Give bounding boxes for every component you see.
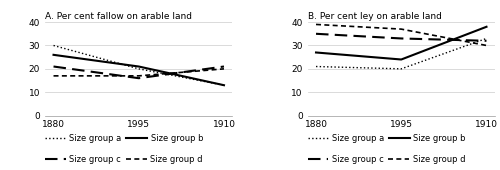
Text: B. Per cent ley on arable land: B. Per cent ley on arable land [308,12,442,21]
Legend: Size group c, Size group d: Size group c, Size group d [45,155,203,164]
Text: A. Per cent fallow on arable land: A. Per cent fallow on arable land [45,12,192,21]
Legend: Size group c, Size group d: Size group c, Size group d [308,155,465,164]
